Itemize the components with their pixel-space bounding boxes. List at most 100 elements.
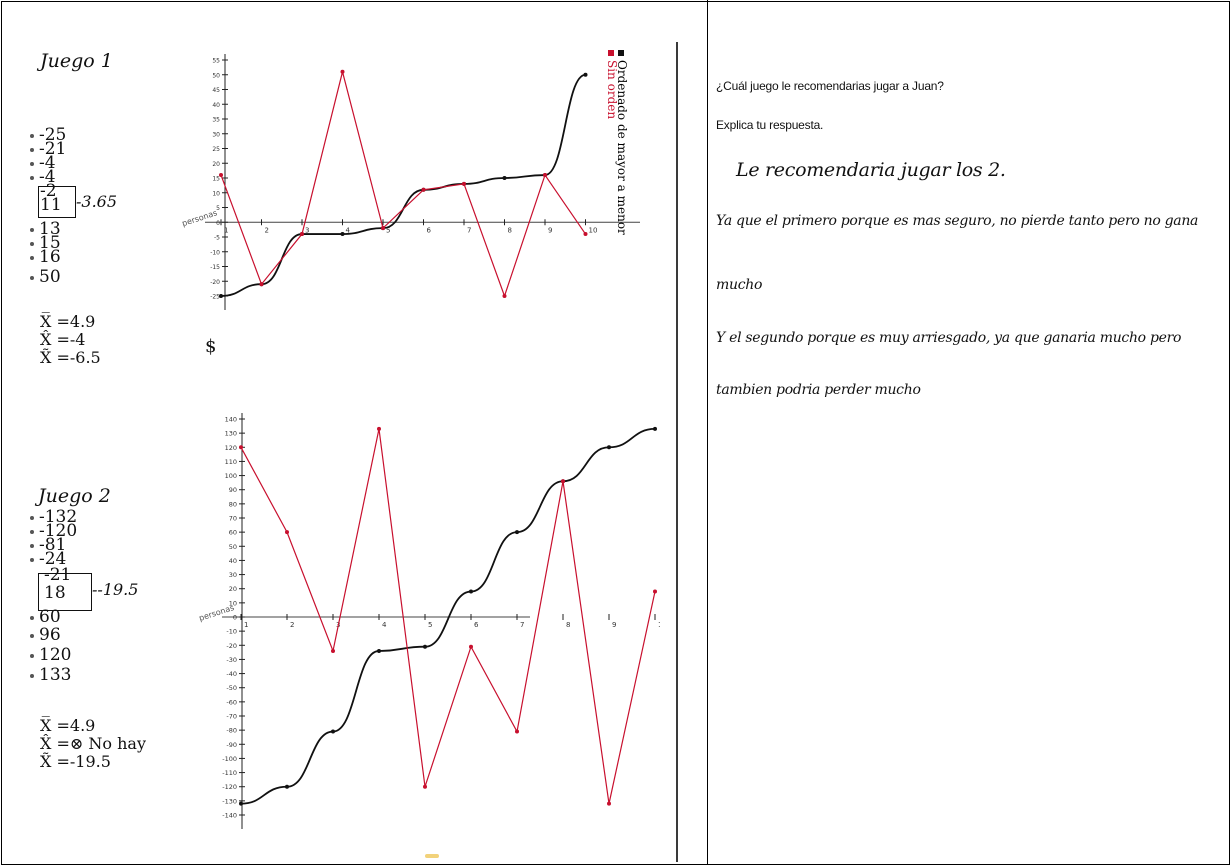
median-box [38, 186, 76, 218]
sorted-point [583, 72, 588, 77]
y-tick-label: 20 [229, 585, 237, 593]
y-tick-label: 130 [225, 430, 237, 438]
y-tick-label: 5 [216, 205, 220, 212]
y-tick-label: -70 [226, 713, 237, 721]
juego2-stats: X̅ =4.9 X̂ =⊗ No hay X̃ =-19.5 [40, 717, 146, 771]
column-divider [707, 0, 708, 864]
y-tick-label: 45 [212, 87, 220, 94]
y-tick-label: 35 [212, 117, 220, 124]
list-item: 50 [30, 269, 66, 286]
y-tick-label: 0 [233, 614, 237, 622]
y-tick-label: 110 [225, 458, 237, 466]
y-tick-label: 10 [212, 190, 220, 197]
answer-line: tambien podria perder mucho [716, 382, 921, 398]
list-item: -24 [30, 551, 77, 568]
y-tick-label: -130 [222, 797, 237, 805]
x-tick-label: 2 [290, 621, 294, 629]
x-tick-label: 1 [244, 621, 248, 629]
mean-stat: X̅ =4.9 [40, 716, 96, 735]
answer-line: Le recomendaria jugar los 2. [736, 159, 1006, 181]
y-tick-label: 0 [216, 220, 220, 227]
y-tick-label: 30 [229, 571, 237, 579]
list-item: 15 [30, 235, 66, 252]
unsorted-point [300, 232, 304, 237]
unsorted-point [331, 648, 335, 653]
sorted-series-line [220, 73, 586, 297]
sorted-swatch [618, 50, 624, 56]
unsorted-point [607, 801, 611, 806]
unsorted-point [515, 729, 519, 734]
median-stat: X̃ =-19.5 [40, 752, 111, 771]
y-tick-label: 60 [229, 529, 237, 537]
unsorted-point [377, 426, 381, 431]
unsorted-point [469, 644, 473, 649]
sorted-point [607, 445, 611, 450]
list-item: 11 [40, 195, 62, 215]
y-tick-label: -60 [226, 698, 237, 706]
y-tick-label: -80 [226, 727, 237, 735]
y-tick-label: -20 [210, 279, 220, 286]
student-worksheet-scan: Juego 1 -25 -21 -4 -4 -2 11 13 15 16 50 … [30, 42, 678, 862]
median-box [38, 573, 92, 611]
unsorted-point [462, 181, 466, 186]
y-tick-label: 25 [212, 146, 220, 153]
y-tick-label: -10 [226, 628, 237, 636]
y-tick-label: -100 [222, 755, 237, 763]
list-item: -21 [44, 565, 72, 585]
sorted-point [502, 176, 507, 180]
y-tick-label: 10 [229, 599, 237, 607]
y-tick-label: 90 [229, 486, 237, 494]
juego2-values-list: -132 -120 -81 -24 -21 18 60 96 120 133 [30, 509, 77, 684]
y-tick-label: -140 [222, 812, 237, 820]
y-tick-label: -40 [226, 670, 237, 678]
y-tick-label: -90 [226, 741, 237, 749]
x-axis-label: personas [198, 603, 235, 623]
x-tick-label: 4 [346, 226, 351, 234]
mode-stat: X̂ =-4 [40, 330, 86, 349]
list-item: 60 [30, 609, 77, 626]
list-item: -4 [30, 155, 66, 172]
answer-line: mucho [716, 277, 763, 293]
list-item: 120 [30, 647, 77, 664]
sorted-point [469, 589, 473, 594]
list-item: 18 [44, 583, 66, 603]
y-tick-label: 55 [212, 58, 220, 65]
y-tick-label: 30 [212, 131, 220, 138]
y-tick-label: 70 [229, 515, 237, 523]
x-tick-label: 10 [589, 226, 598, 234]
list-item: 16 [30, 249, 66, 266]
y-tick-label: -20 [226, 642, 237, 650]
sorted-series-line [240, 428, 656, 805]
juego2-median-note: --19.5 [92, 580, 139, 599]
list-item: 96 [30, 627, 77, 644]
legend-unsorted: Sin orden [605, 60, 619, 120]
y-tick-label: -110 [222, 769, 237, 777]
unsorted-point [502, 294, 507, 298]
y-tick-label: 50 [212, 72, 220, 79]
answer-line: Ya que el primero porque es mas seguro, … [716, 213, 1199, 229]
x-tick-label: 1 [224, 226, 228, 234]
y-tick-label: -10 [210, 249, 220, 256]
x-tick-label: 8 [508, 226, 512, 234]
y-tick-label: 40 [229, 557, 237, 565]
y-tick-label: 80 [229, 500, 237, 508]
x-tick-label: 6 [427, 226, 432, 234]
juego1-median-note: -3.65 [76, 192, 118, 211]
sorted-point [239, 801, 243, 806]
scan-edge [676, 42, 678, 862]
y-tick-label: 20 [212, 161, 220, 168]
sorted-point [423, 644, 427, 649]
list-item: -132 [30, 509, 77, 526]
sorted-point [515, 530, 519, 535]
y-tick-label: 100 [225, 472, 237, 480]
answer-panel: ¿Cuál juego le recomendarias jugar a Jua… [708, 0, 1229, 864]
unsorted-point [561, 479, 565, 484]
y-tick-label: -50 [226, 684, 237, 692]
y-tick-label: -120 [222, 783, 237, 791]
y-tick-label: -25 [210, 294, 220, 301]
answer-line: Y el segundo porque es muy arriesgado, y… [716, 330, 1182, 346]
unsorted-point [219, 173, 223, 178]
question-text: ¿Cuál juego le recomendarias jugar a Jua… [716, 79, 944, 93]
